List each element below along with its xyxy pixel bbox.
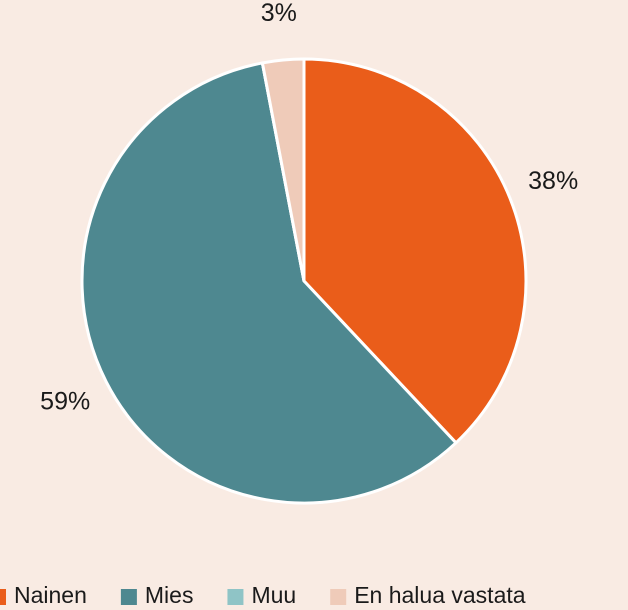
legend-swatch [227,589,244,605]
legend-label: En halua vastata [354,582,526,608]
data-label: 3% [261,0,297,27]
data-label: 38% [528,167,578,195]
legend-label: Nainen [14,582,87,608]
pie-slice [80,61,458,505]
legend-label: Muu [251,582,296,608]
legend-swatch [330,589,347,605]
pie-slice [260,57,306,283]
data-label: 59% [40,387,90,415]
legend-swatch [0,589,6,605]
pie-slice [302,57,528,445]
legend-label: Mies [145,582,194,608]
legend-swatch [120,589,137,605]
